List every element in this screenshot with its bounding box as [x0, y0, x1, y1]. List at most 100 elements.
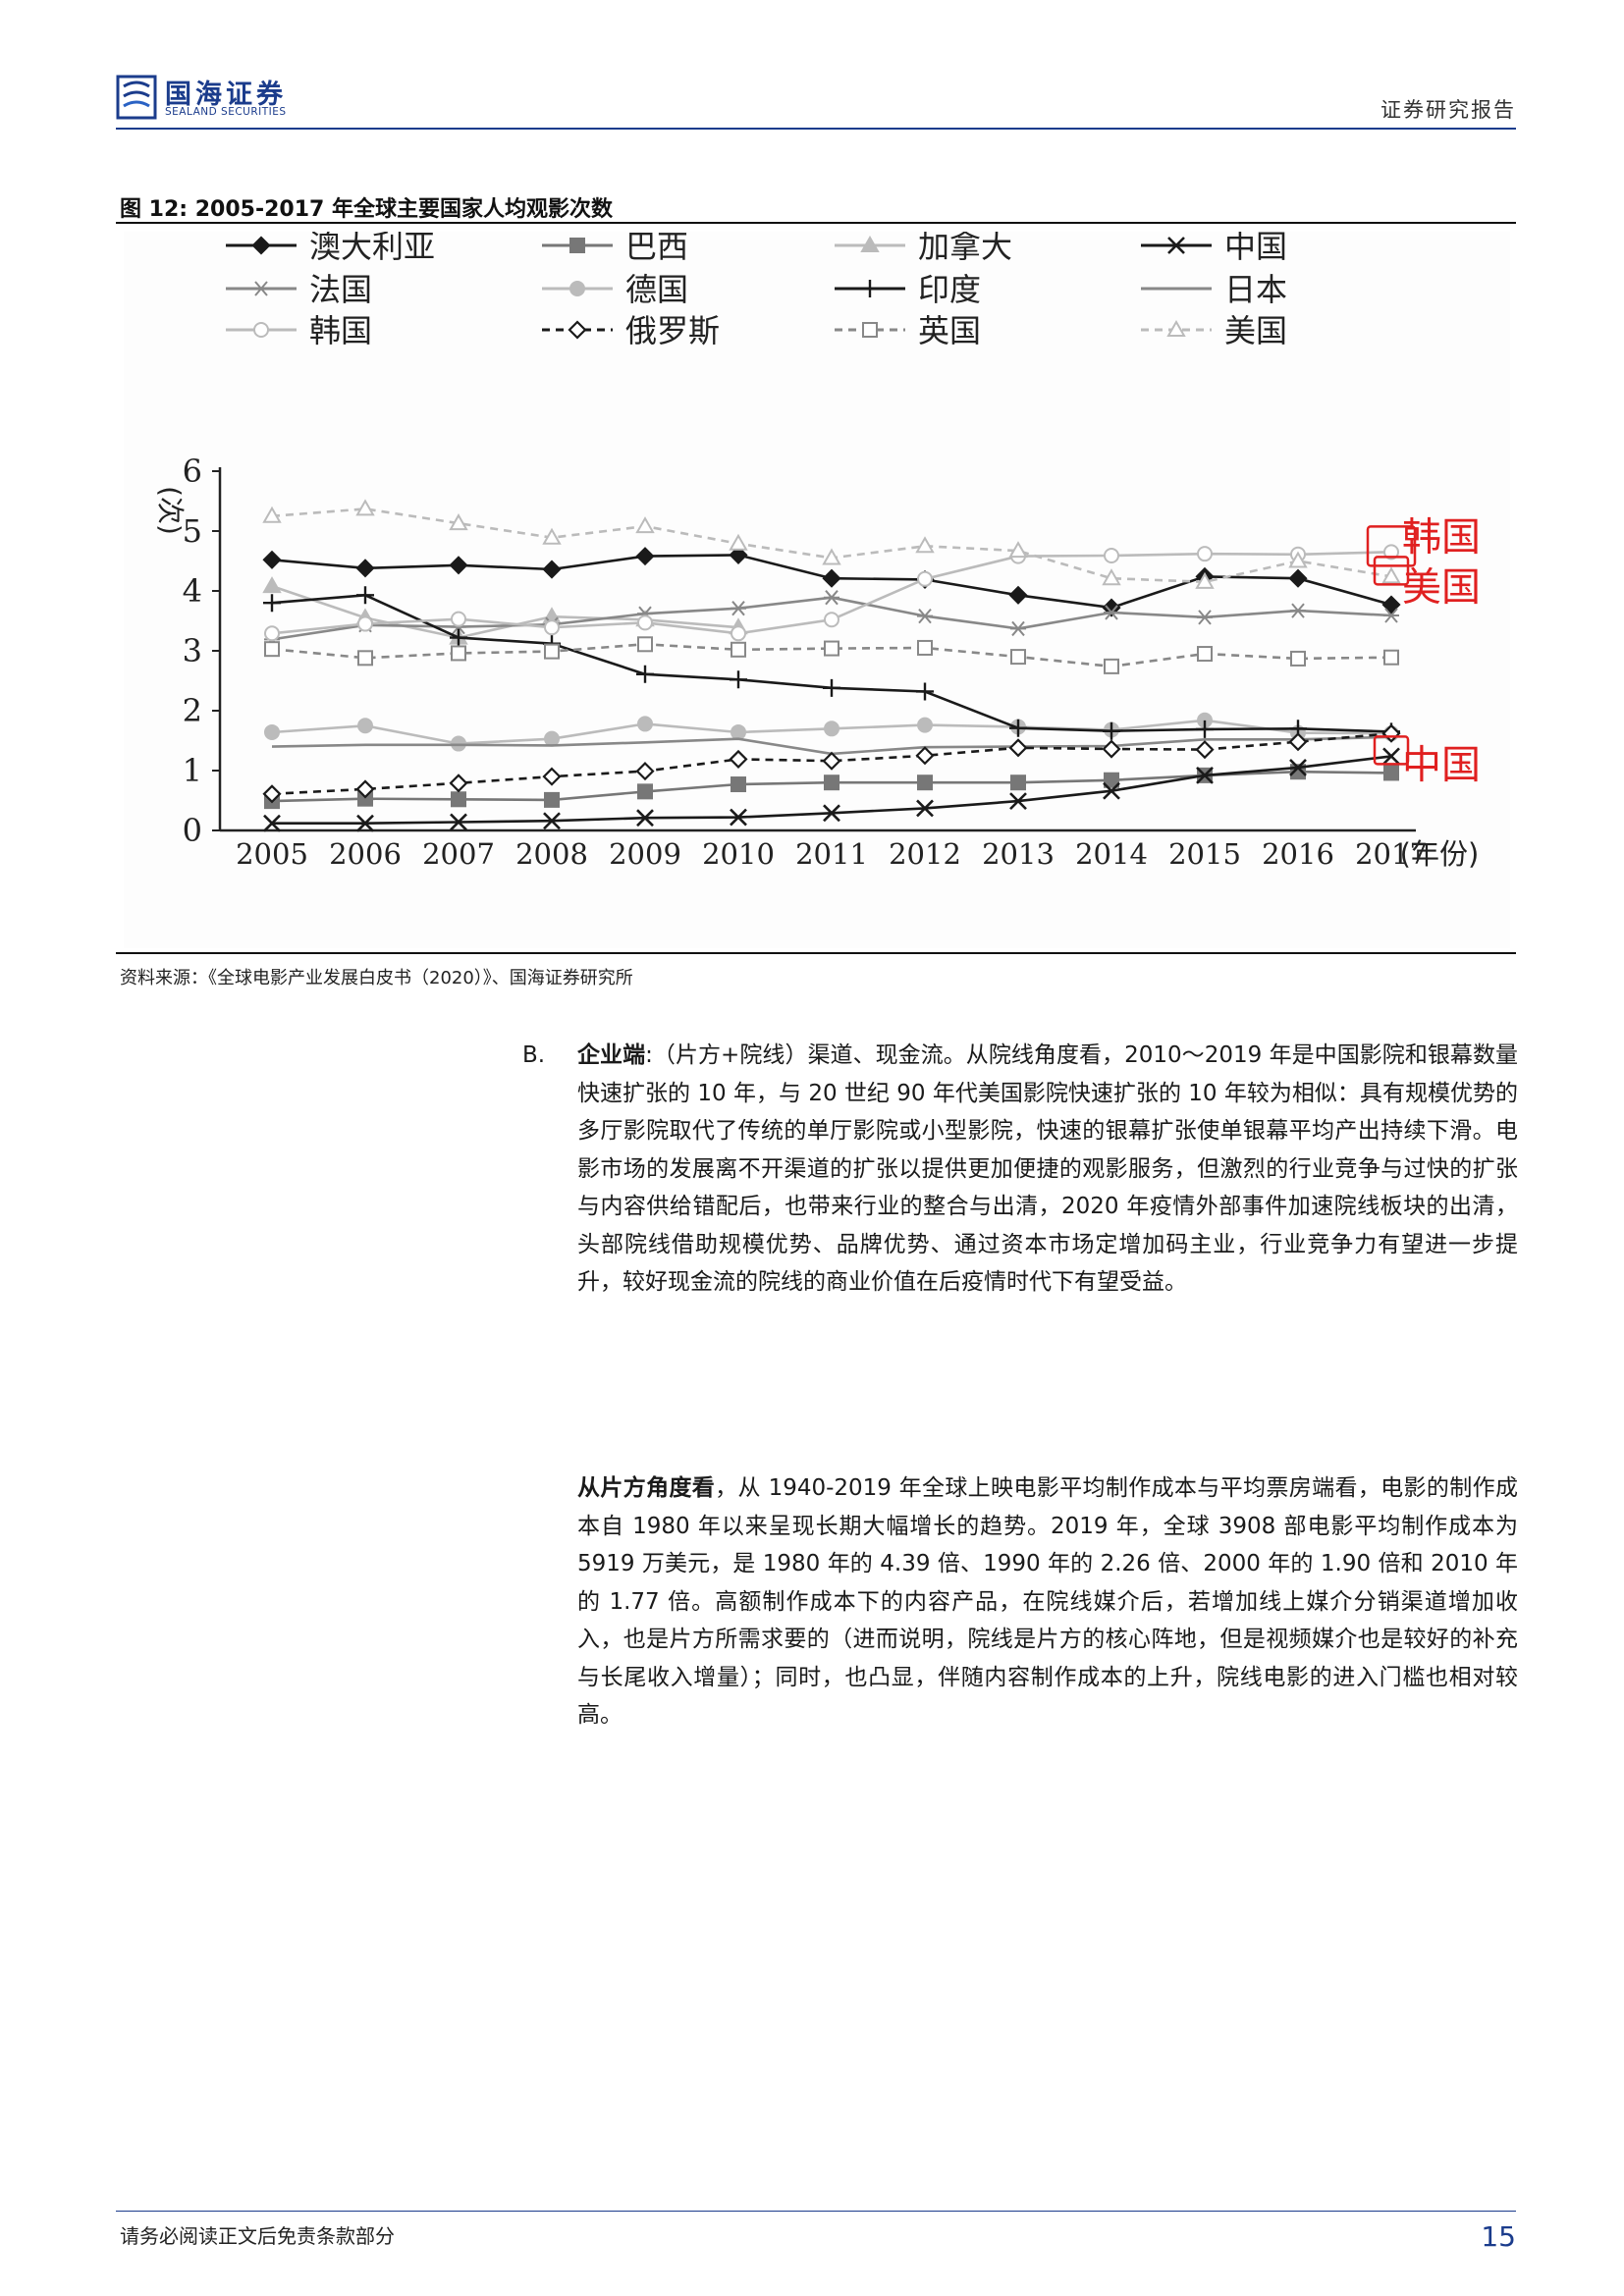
data-point	[451, 611, 466, 627]
data-point	[263, 594, 281, 613]
x-tick-label: 2009	[609, 837, 681, 871]
data-point	[729, 545, 748, 564]
annotation-box-usa	[1373, 556, 1410, 586]
data-point	[262, 550, 282, 569]
data-point	[542, 560, 562, 579]
legend-label: 巴西	[625, 232, 688, 265]
legend-marker	[861, 280, 879, 297]
x-tick-label: 2010	[702, 837, 775, 871]
data-point	[451, 791, 466, 808]
legend-marker	[568, 320, 587, 340]
data-point	[1104, 605, 1119, 620]
data-point	[1196, 766, 1214, 784]
legend-marker	[253, 281, 269, 296]
data-point	[449, 556, 468, 575]
y-tick-label: 3	[183, 632, 202, 669]
data-point	[636, 665, 654, 683]
data-point	[357, 718, 373, 734]
paragraph-enterprise: 企业端:（片方+院线）渠道、现金流。从院线角度看，2010～2019 年是中国影…	[577, 1037, 1518, 1302]
data-point	[1383, 765, 1399, 781]
data-point	[1288, 551, 1308, 568]
data-point	[730, 808, 747, 827]
data-point	[822, 568, 841, 588]
data-point	[356, 814, 374, 832]
data-point	[635, 762, 655, 781]
legend-marker	[251, 236, 271, 255]
data-point	[1290, 650, 1306, 667]
y-tick-label: 0	[183, 812, 202, 849]
paragraph-studio: 从片方角度看，从 1940-2019 年全球上映电影平均制作成本与平均票房端看，…	[577, 1469, 1518, 1735]
chart-series	[262, 499, 1401, 832]
annotation-label-china: 中国	[1402, 742, 1481, 787]
data-point	[1381, 566, 1401, 584]
data-point	[731, 601, 746, 616]
data-point	[264, 723, 280, 740]
data-point	[264, 641, 280, 658]
x-tick-label: 2007	[422, 837, 495, 871]
legend-entry: 英国	[835, 312, 981, 349]
x-tick-label: 2005	[236, 837, 308, 871]
plot-area: 0 1 2 3 4 5 6 2005 2006 2007 2008 2009 2010 2011 2012 2…	[154, 453, 1479, 871]
data-point	[355, 559, 375, 578]
data-point	[450, 628, 467, 647]
data-point	[1197, 546, 1213, 562]
legend-entry: 印度	[835, 271, 981, 308]
data-point	[1010, 649, 1026, 666]
legend-label: 法国	[309, 271, 372, 308]
annotation-box-china	[1373, 735, 1410, 766]
legend-label: 加拿大	[918, 232, 1012, 265]
bullet-marker: B.	[522, 1042, 546, 1068]
data-point	[1196, 720, 1214, 738]
legend-entry: 德国	[542, 271, 688, 308]
data-point	[1009, 792, 1027, 811]
legend-entry: 俄罗斯	[542, 312, 720, 349]
data-point	[635, 516, 655, 534]
legend-label: 美国	[1224, 312, 1287, 349]
data-point	[356, 586, 374, 605]
data-point	[1383, 649, 1399, 666]
data-point	[1288, 732, 1308, 752]
x-tick-label: 2014	[1075, 837, 1148, 871]
legend-label: 日本	[1224, 271, 1287, 308]
data-point	[637, 783, 653, 800]
legend-label: 韩国	[309, 312, 372, 349]
legend-label: 德国	[625, 271, 688, 308]
x-tick-label: 2015	[1168, 837, 1241, 871]
data-point	[1197, 646, 1213, 663]
logo-text-cn: 国海证券	[165, 80, 287, 110]
data-point	[1102, 739, 1121, 759]
data-point	[729, 749, 748, 769]
series-韩国	[264, 544, 1399, 642]
legend-marker	[1166, 319, 1186, 337]
chart-axes: 0 1 2 3 4 5 6 2005 2006 2007 2008 2009 2010 2011 2012 2…	[154, 453, 1479, 871]
data-point	[1195, 571, 1215, 589]
chart-background	[124, 232, 1510, 948]
figure-bottom-rule	[116, 952, 1516, 954]
data-point	[824, 774, 839, 791]
footer-divider	[116, 2211, 1516, 2212]
sealand-logo-icon	[116, 75, 157, 120]
legend-entry: 加拿大	[835, 232, 1012, 265]
data-point	[823, 678, 840, 697]
data-point	[544, 643, 560, 660]
figure-top-rule	[116, 222, 1516, 224]
legend-marker	[253, 322, 269, 338]
series-line	[271, 584, 739, 639]
data-point	[824, 640, 839, 657]
data-point	[542, 527, 562, 545]
data-point	[1195, 740, 1215, 760]
data-point	[731, 776, 746, 793]
data-point	[1290, 603, 1306, 618]
data-point	[1104, 772, 1119, 788]
data-point	[822, 548, 841, 565]
data-point	[1104, 548, 1119, 564]
annotation-label-usa: 美国	[1402, 564, 1481, 610]
footer-disclaimer: 请务必阅读正文后免责条款部分	[120, 2224, 395, 2248]
report-type: 证券研究报告	[1380, 98, 1516, 122]
legend-entry: 法国	[226, 271, 372, 308]
data-point	[542, 767, 562, 786]
data-point	[1009, 719, 1027, 737]
data-point	[357, 650, 373, 667]
